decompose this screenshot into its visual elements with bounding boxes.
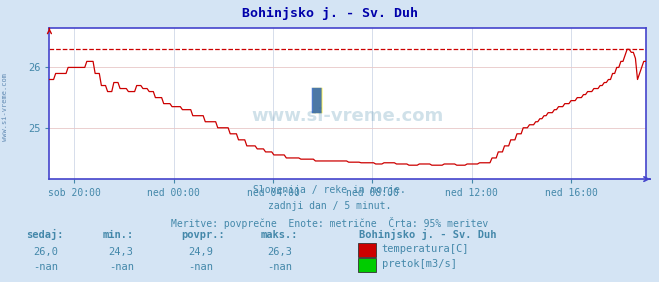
Text: -nan: -nan: [267, 262, 292, 272]
Text: www.si-vreme.com: www.si-vreme.com: [252, 107, 444, 125]
Text: www.si-vreme.com: www.si-vreme.com: [2, 73, 9, 141]
Text: 24,3: 24,3: [109, 247, 134, 257]
Text: zadnji dan / 5 minut.: zadnji dan / 5 minut.: [268, 201, 391, 211]
Text: Slovenija / reke in morje.: Slovenija / reke in morje.: [253, 185, 406, 195]
Text: 26,0: 26,0: [33, 247, 58, 257]
Text: sedaj:: sedaj:: [26, 229, 64, 240]
Text: povpr.:: povpr.:: [181, 230, 225, 240]
Text: -nan: -nan: [109, 262, 134, 272]
Text: pretok[m3/s]: pretok[m3/s]: [382, 259, 457, 269]
Text: min.:: min.:: [102, 230, 133, 240]
Text: Bohinjsko j. - Sv. Duh: Bohinjsko j. - Sv. Duh: [241, 7, 418, 20]
Text: Bohinjsko j. - Sv. Duh: Bohinjsko j. - Sv. Duh: [359, 229, 497, 240]
Text: -nan: -nan: [188, 262, 213, 272]
Text: ▌: ▌: [311, 88, 330, 113]
Text: temperatura[C]: temperatura[C]: [382, 244, 469, 254]
Text: 26,3: 26,3: [267, 247, 292, 257]
Text: Meritve: povprečne  Enote: metrične  Črta: 95% meritev: Meritve: povprečne Enote: metrične Črta:…: [171, 217, 488, 230]
Text: -nan: -nan: [33, 262, 58, 272]
Text: ▐: ▐: [302, 88, 322, 113]
Text: 24,9: 24,9: [188, 247, 213, 257]
Text: maks.:: maks.:: [260, 230, 298, 240]
